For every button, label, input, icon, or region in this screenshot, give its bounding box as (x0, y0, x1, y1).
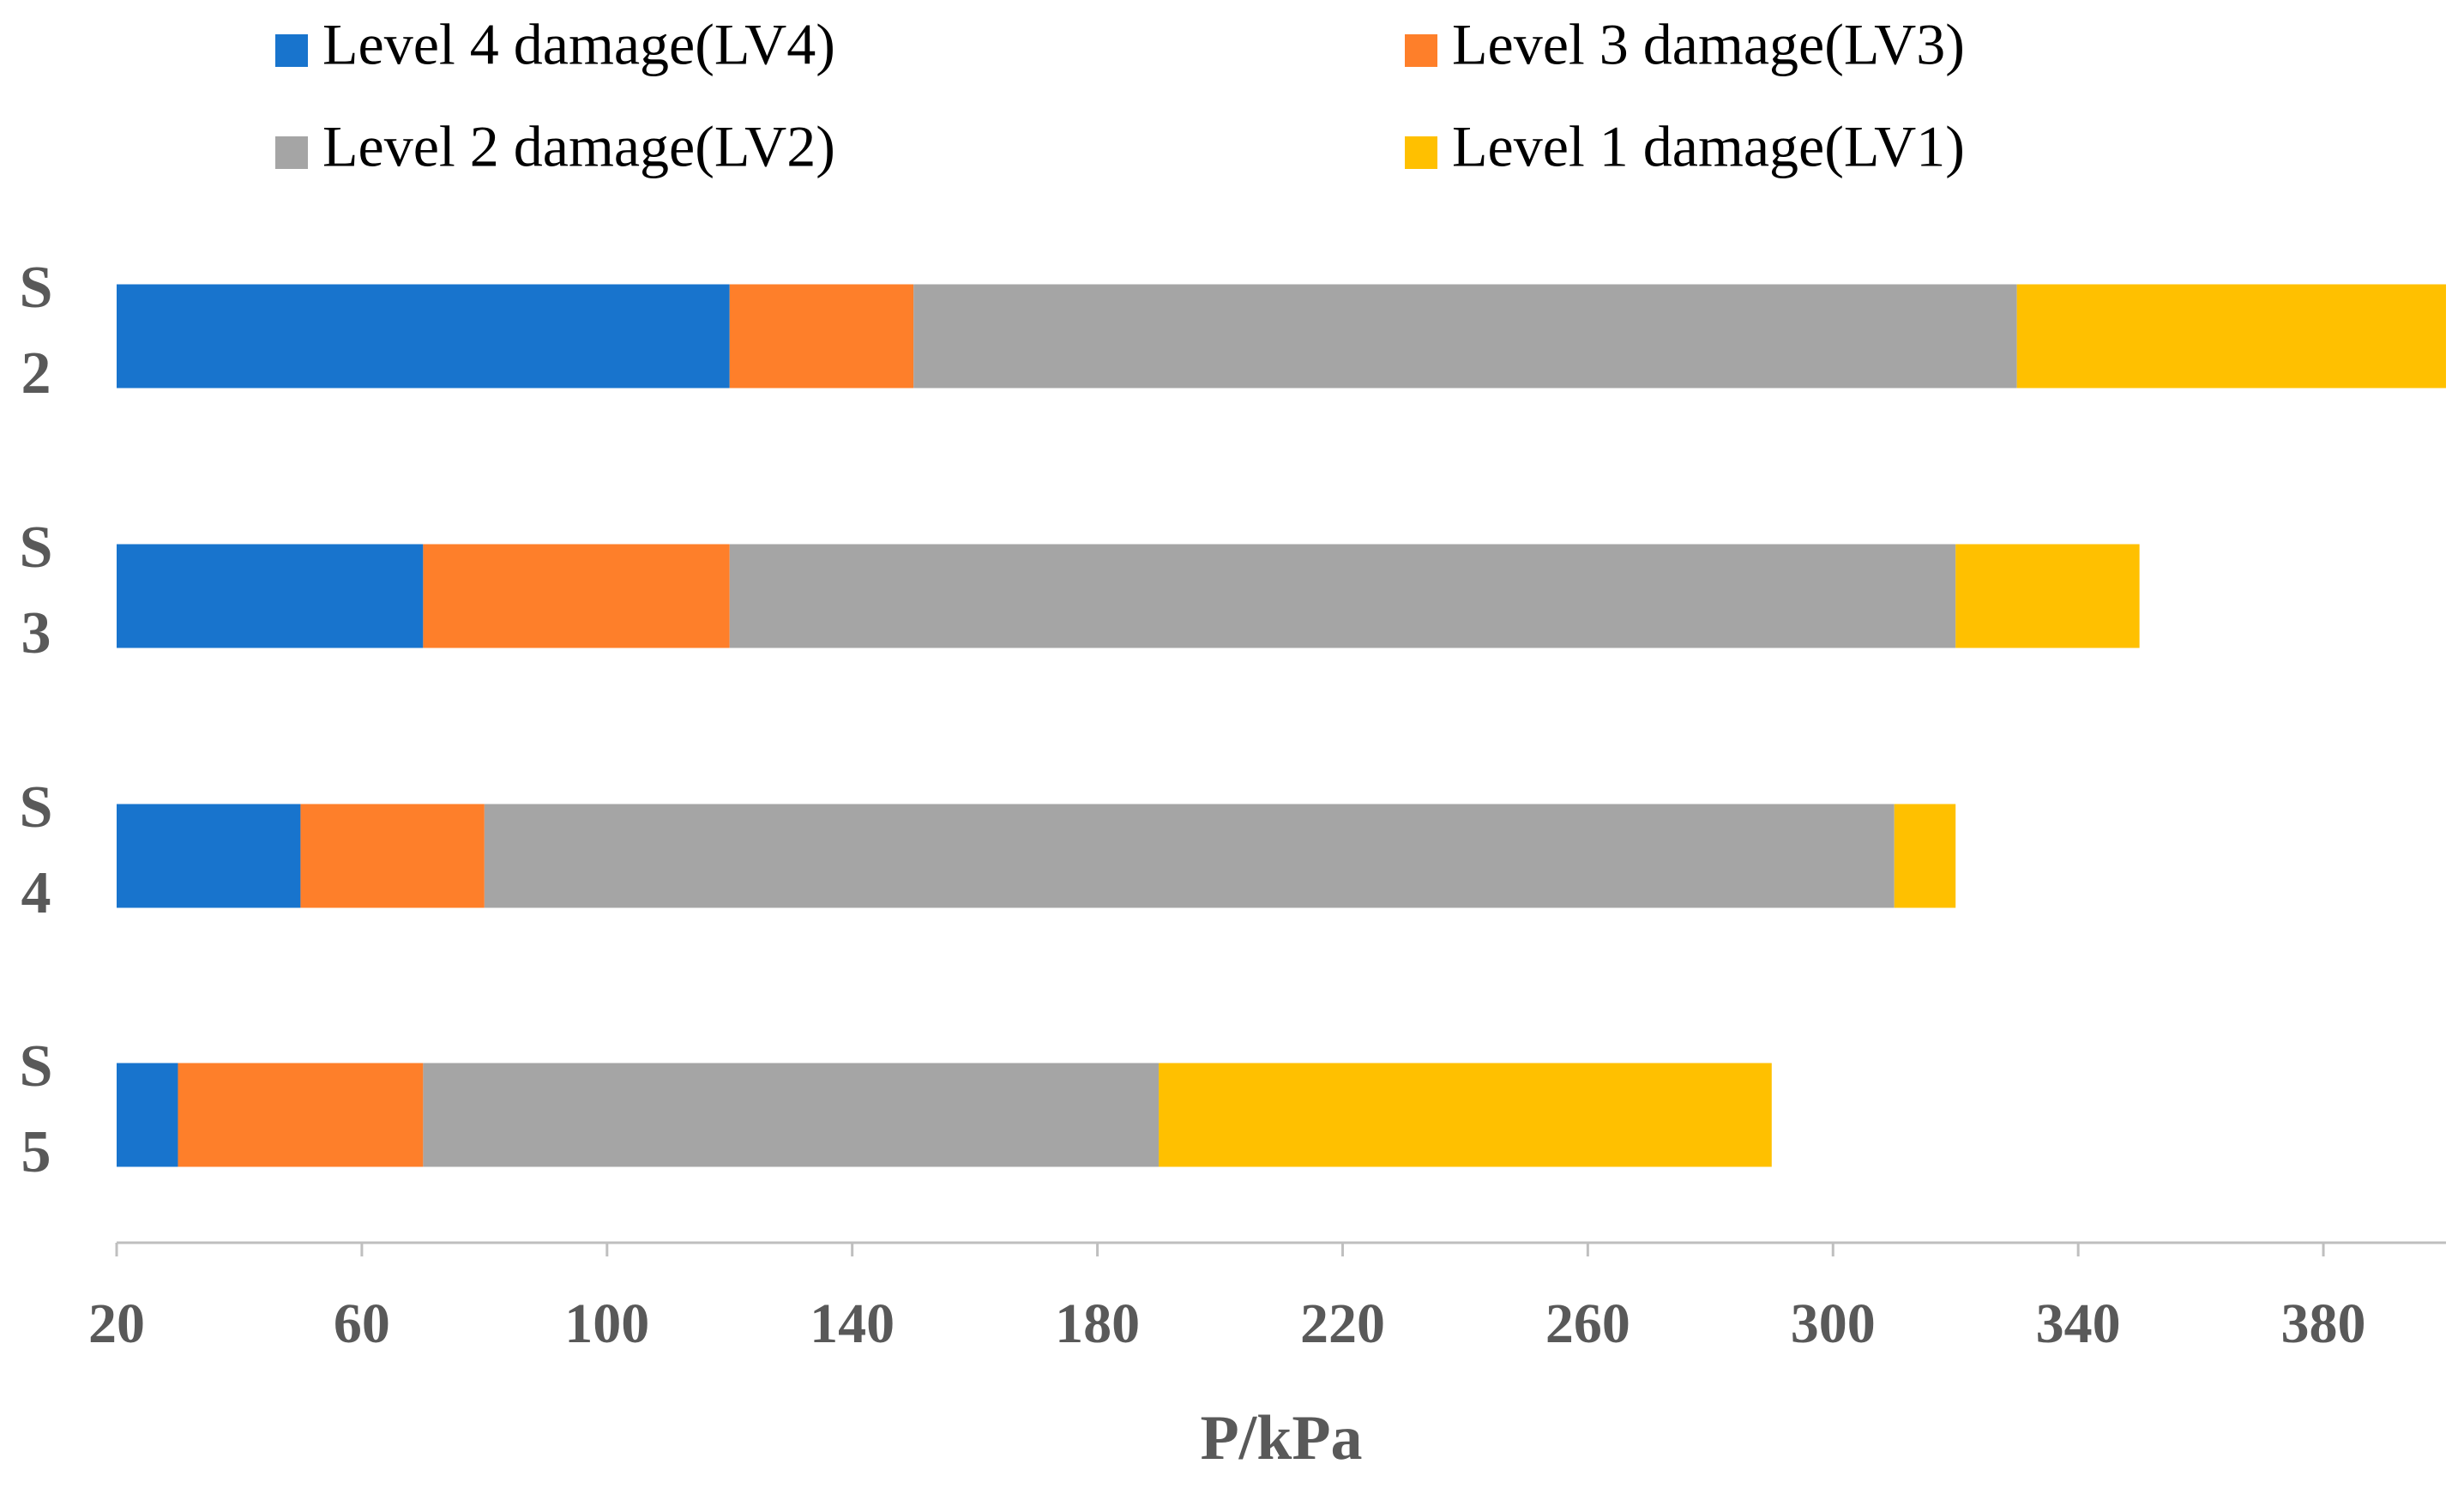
x-tick-label: 300 (1791, 1292, 1876, 1355)
legend-label: Level 4 damage(LV4) (322, 12, 835, 77)
bar-segment (423, 1063, 1160, 1167)
x-tick-label: 140 (810, 1292, 895, 1355)
bar-segment (484, 804, 1895, 908)
bar-segment (117, 1063, 178, 1167)
x-tick-label: 340 (2036, 1292, 2121, 1355)
x-tick-label: 60 (334, 1292, 390, 1355)
bars (117, 284, 2446, 1167)
bar-segment (178, 1063, 424, 1167)
bar-segment (729, 544, 1956, 648)
legend-swatch (1405, 136, 1437, 169)
x-tick-label: 180 (1055, 1292, 1140, 1355)
legend-swatch (275, 136, 308, 169)
x-tick-label: 220 (1300, 1292, 1385, 1355)
x-tick-label: 260 (1545, 1292, 1630, 1355)
x-tick-label: 20 (88, 1292, 145, 1355)
legend-label: Level 1 damage(LV1) (1452, 114, 1965, 179)
bar-segment (117, 544, 424, 648)
x-tick-label: 100 (564, 1292, 649, 1355)
bar-segment (913, 284, 2017, 389)
bar-segment (2016, 284, 2446, 389)
legend-label: Level 2 damage(LV2) (322, 114, 835, 179)
legend-label: Level 3 damage(LV3) (1452, 12, 1965, 77)
bar-segment (1159, 1063, 1772, 1167)
bar-segment (729, 284, 914, 389)
bar-segment (1894, 804, 1956, 908)
legend-swatch (275, 34, 308, 67)
bar-segment (423, 544, 730, 648)
bar-segment (117, 804, 301, 908)
bar-segment (1955, 544, 2140, 648)
bar-segment (300, 804, 485, 908)
x-tick-label: 380 (2281, 1292, 2366, 1355)
x-axis-title: P/kPa (1200, 1403, 1362, 1473)
legend-swatch (1405, 34, 1437, 67)
bar-segment (117, 284, 730, 389)
